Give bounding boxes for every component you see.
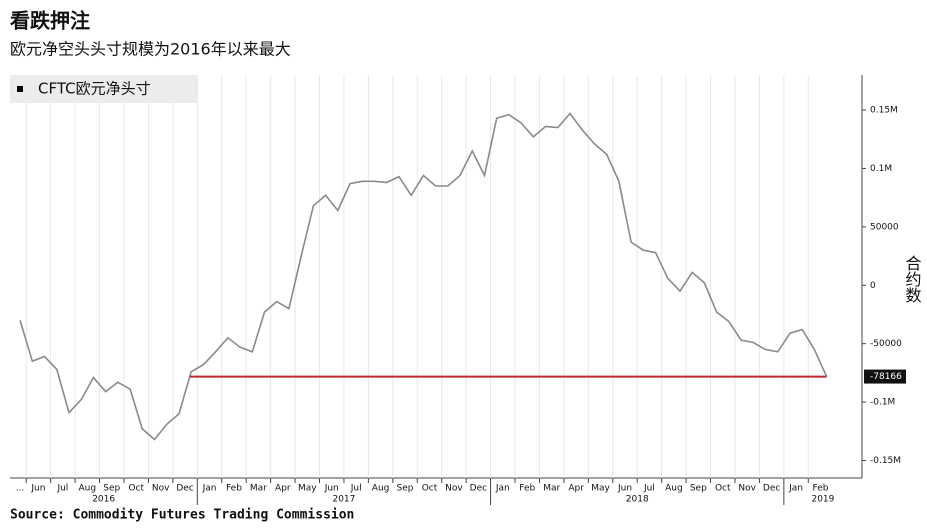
x-tick-label: Oct [128,484,144,494]
legend-label: CFTC欧元净头寸 [38,80,151,98]
x-tick-label: Sep [397,484,414,494]
x-tick-label: Nov [152,484,170,494]
y-tick-label: 0.1M [870,164,892,174]
x-tick-label: Dec [176,484,193,494]
y-tick-label: 0 [870,281,876,291]
x-tick-label: Sep [690,484,707,494]
y-tick-label: -50000 [870,339,902,349]
chart-subtitle: 欧元净空头头寸规模为2016年以来最大 [10,40,291,59]
source: Source: Commodity Futures Trading Commis… [10,508,354,523]
x-tick-label: Jul [350,484,362,494]
chart-title: 看跌押注 [10,9,90,33]
x-tick-label: Jan [202,484,217,494]
legend-box [10,75,198,103]
x-year-label: 2018 [626,495,649,505]
x-tick-label: Oct [715,484,731,494]
x-tick-label: Apr [568,484,584,494]
x-tick-label: ... [16,484,25,494]
x-tick-label: Jan [495,484,510,494]
x-tick-label: Aug [79,484,97,494]
series-line [19,112,828,441]
x-year-label: 2019 [811,495,834,505]
y-tick-label: -0.1M [870,398,895,408]
x-tick-label: Jul [643,484,655,494]
x-tick-label: Jul [56,484,68,494]
x-year-label: 2016 [92,495,115,505]
x-tick-label: Mar [250,484,267,494]
last-value-box [864,369,906,384]
x-tick-label: Jan [788,484,803,494]
x-tick-label: Mar [543,484,560,494]
x-tick-label: May [298,484,317,494]
x-tick-label: Aug [665,484,683,494]
x-tick-label: Feb [813,484,829,494]
x-tick-label: Apr [275,484,291,494]
y-tick-label: 0.15M [870,106,898,116]
x-tick-label: Sep [103,484,120,494]
last-value-label: -78166 [870,372,902,382]
x-year-label: 2017 [332,495,355,505]
x-tick-label: Jun [30,484,45,494]
legend-marker [17,86,23,92]
x-tick-label: Oct [422,484,438,494]
x-tick-label: Aug [372,484,390,494]
x-tick-label: Nov [445,484,463,494]
y-tick-label: 50000 [870,222,899,232]
y-tick-label: -0.15M [870,456,901,466]
x-tick-label: Jun [324,484,339,494]
x-tick-label: Jun [617,484,632,494]
x-tick-label: Dec [763,484,780,494]
x-tick-label: Nov [738,484,756,494]
x-tick-label: Feb [519,484,535,494]
y-axis-title: 合约数 [903,255,922,303]
x-tick-label: Feb [226,484,242,494]
x-tick-label: May [591,484,610,494]
x-tick-label: Dec [470,484,487,494]
